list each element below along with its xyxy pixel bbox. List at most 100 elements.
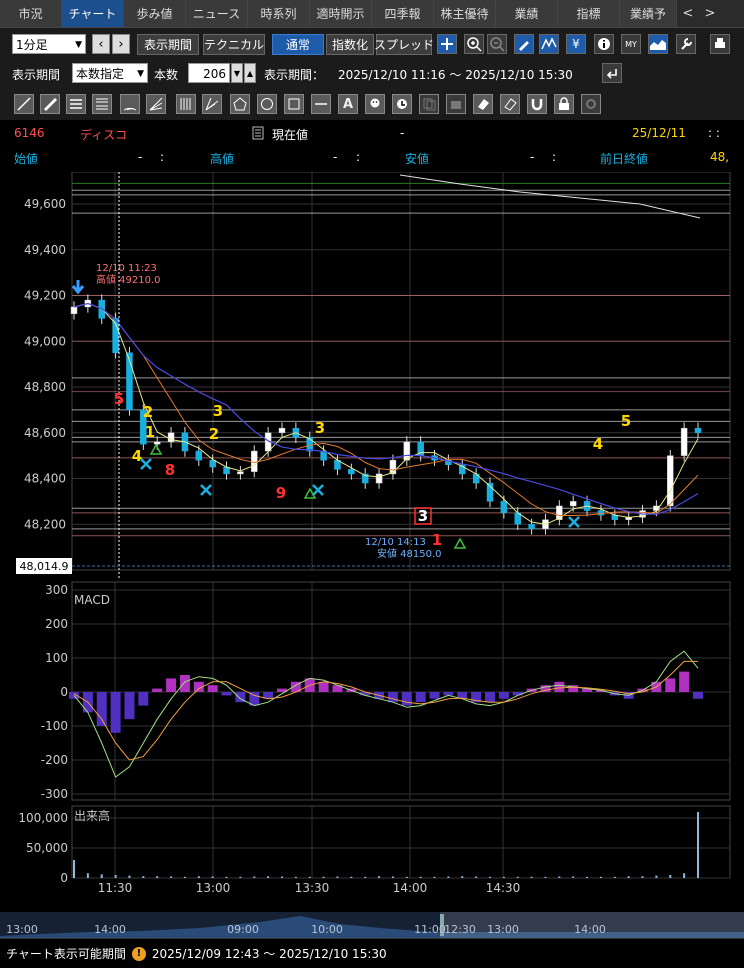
volume-bar (378, 876, 381, 878)
candle-body (195, 450, 203, 461)
chart-pattern-icon[interactable] (539, 34, 559, 54)
emoji-icon[interactable] (365, 94, 385, 114)
count-label: 本数 (154, 68, 179, 82)
tab-2[interactable]: 歩み値 (124, 0, 186, 27)
macd-histogram-bar (595, 690, 606, 692)
triangle-marker-icon (149, 443, 163, 455)
volume-bar (475, 876, 478, 878)
period-select[interactable]: 1分足 ▼ (12, 34, 86, 54)
tab-5[interactable]: 適時開示 (310, 0, 372, 27)
zoom-out-icon[interactable] (487, 34, 507, 54)
pentagon-icon[interactable] (230, 94, 250, 114)
magnet-icon[interactable] (527, 94, 547, 114)
price-axis-label: 48,600 (24, 426, 66, 440)
price-axis-label: 48,200 (24, 517, 66, 531)
tab-bar: 市況 チャート 歩み値 ニュース 時系列 適時開示 四季報 株主優待 業績 指標 業績予 < > (0, 0, 744, 28)
plus-icon[interactable] (437, 34, 457, 54)
wrench-icon[interactable] (676, 34, 696, 54)
macd-histogram-bar (485, 692, 495, 703)
tab-7[interactable]: 株主優待 (434, 0, 496, 27)
volume-title: 出来高 (74, 808, 110, 823)
tab-0[interactable]: 市況 (0, 0, 62, 27)
tab-8[interactable]: 業績 (496, 0, 558, 27)
pen-icon[interactable] (514, 34, 534, 54)
vertical-lines-icon[interactable] (176, 94, 196, 114)
layers-icon[interactable] (446, 94, 466, 114)
fibonacci-arc-icon[interactable] (120, 94, 140, 114)
zoom-in-icon[interactable] (464, 34, 484, 54)
tab-9[interactable]: 指標 (558, 0, 620, 27)
area-chart-icon[interactable] (648, 34, 668, 54)
signal-marker-4: 4 (593, 435, 603, 453)
low-value: - (530, 150, 535, 164)
settings-icon[interactable] (581, 94, 601, 114)
ma-long-line (73, 302, 699, 515)
spread-button[interactable]: スプレッド (374, 34, 434, 55)
volume-axis-label: 0 (60, 871, 68, 885)
refresh-icon[interactable] (602, 63, 622, 83)
ruler-icon[interactable] (40, 94, 60, 114)
candle-body (153, 441, 161, 445)
tab-next-button[interactable]: > (704, 6, 716, 21)
yen-icon[interactable]: ¥ (566, 34, 586, 54)
tab-1[interactable]: チャート (62, 0, 124, 27)
volume-bar (294, 876, 297, 878)
count-input[interactable]: 206 (188, 63, 230, 83)
ma-short-line (73, 302, 699, 525)
lock-icon[interactable] (554, 94, 574, 114)
tab-6[interactable]: 四季報 (372, 0, 434, 27)
horizontal-lines-icon[interactable] (66, 94, 86, 114)
tab-3[interactable]: ニュース (186, 0, 248, 27)
stamp-icon[interactable] (392, 94, 412, 114)
count-down-button[interactable]: ▼ (231, 63, 243, 83)
horizontal-line-icon[interactable] (311, 94, 331, 114)
price-axis-label: 48,400 (24, 472, 66, 486)
text-icon[interactable]: A (338, 94, 358, 114)
volume-bar (156, 876, 159, 878)
macd-histogram-bar (110, 692, 121, 733)
volume-bar (599, 876, 602, 878)
tab-prev-button[interactable]: < (682, 6, 694, 21)
volume-bar (613, 876, 616, 878)
volume-bar (627, 876, 630, 878)
copy-icon[interactable] (419, 94, 439, 114)
circle-icon[interactable] (257, 94, 277, 114)
index-button[interactable]: 指数化 (326, 34, 374, 55)
tab-10[interactable]: 業績予 (620, 0, 677, 27)
eraser-all-icon[interactable] (500, 94, 520, 114)
macd-histogram-bar (221, 692, 232, 696)
normal-button[interactable]: 通常 (272, 34, 324, 55)
candle-body (251, 450, 258, 472)
volume-bar (683, 873, 686, 878)
info-icon[interactable] (594, 34, 614, 54)
macd-histogram-bar (360, 692, 371, 696)
count-up-button[interactable]: ▲ (244, 63, 256, 83)
price-chart[interactable]: 49,600 49,400 49,200 49,000 48,800 48,600 48,4… (0, 172, 744, 912)
macd-histogram-bar (387, 692, 398, 703)
volume-bar (544, 876, 547, 878)
open-value: - (138, 150, 143, 164)
gann-fan-icon[interactable] (202, 94, 222, 114)
rectangle-icon[interactable] (284, 94, 304, 114)
price-background (0, 172, 744, 582)
prev-button[interactable]: ‹ (92, 34, 110, 54)
fan-lines-icon[interactable] (146, 94, 166, 114)
period-mode-select[interactable]: 本数指定 ▼ (72, 63, 148, 83)
volume-bar (572, 876, 575, 878)
channel-icon[interactable] (92, 94, 112, 114)
document-icon[interactable] (252, 126, 264, 143)
display-period-button[interactable]: 表示期間 (137, 34, 199, 55)
tab-4[interactable]: 時系列 (248, 0, 310, 27)
trendline-icon[interactable] (14, 94, 34, 114)
macd-histogram-bar (582, 688, 593, 692)
print-icon[interactable] (710, 34, 730, 54)
technical-button[interactable]: テクニカル (203, 34, 265, 55)
period-select-value: 1分足 (16, 38, 48, 52)
next-button[interactable]: › (112, 34, 130, 54)
triangle-marker-icon (453, 537, 467, 549)
volume-bar (142, 876, 145, 878)
ma-mid-line (73, 302, 699, 516)
my-chart-icon[interactable]: MY (621, 34, 641, 54)
eraser-icon[interactable] (473, 94, 493, 114)
